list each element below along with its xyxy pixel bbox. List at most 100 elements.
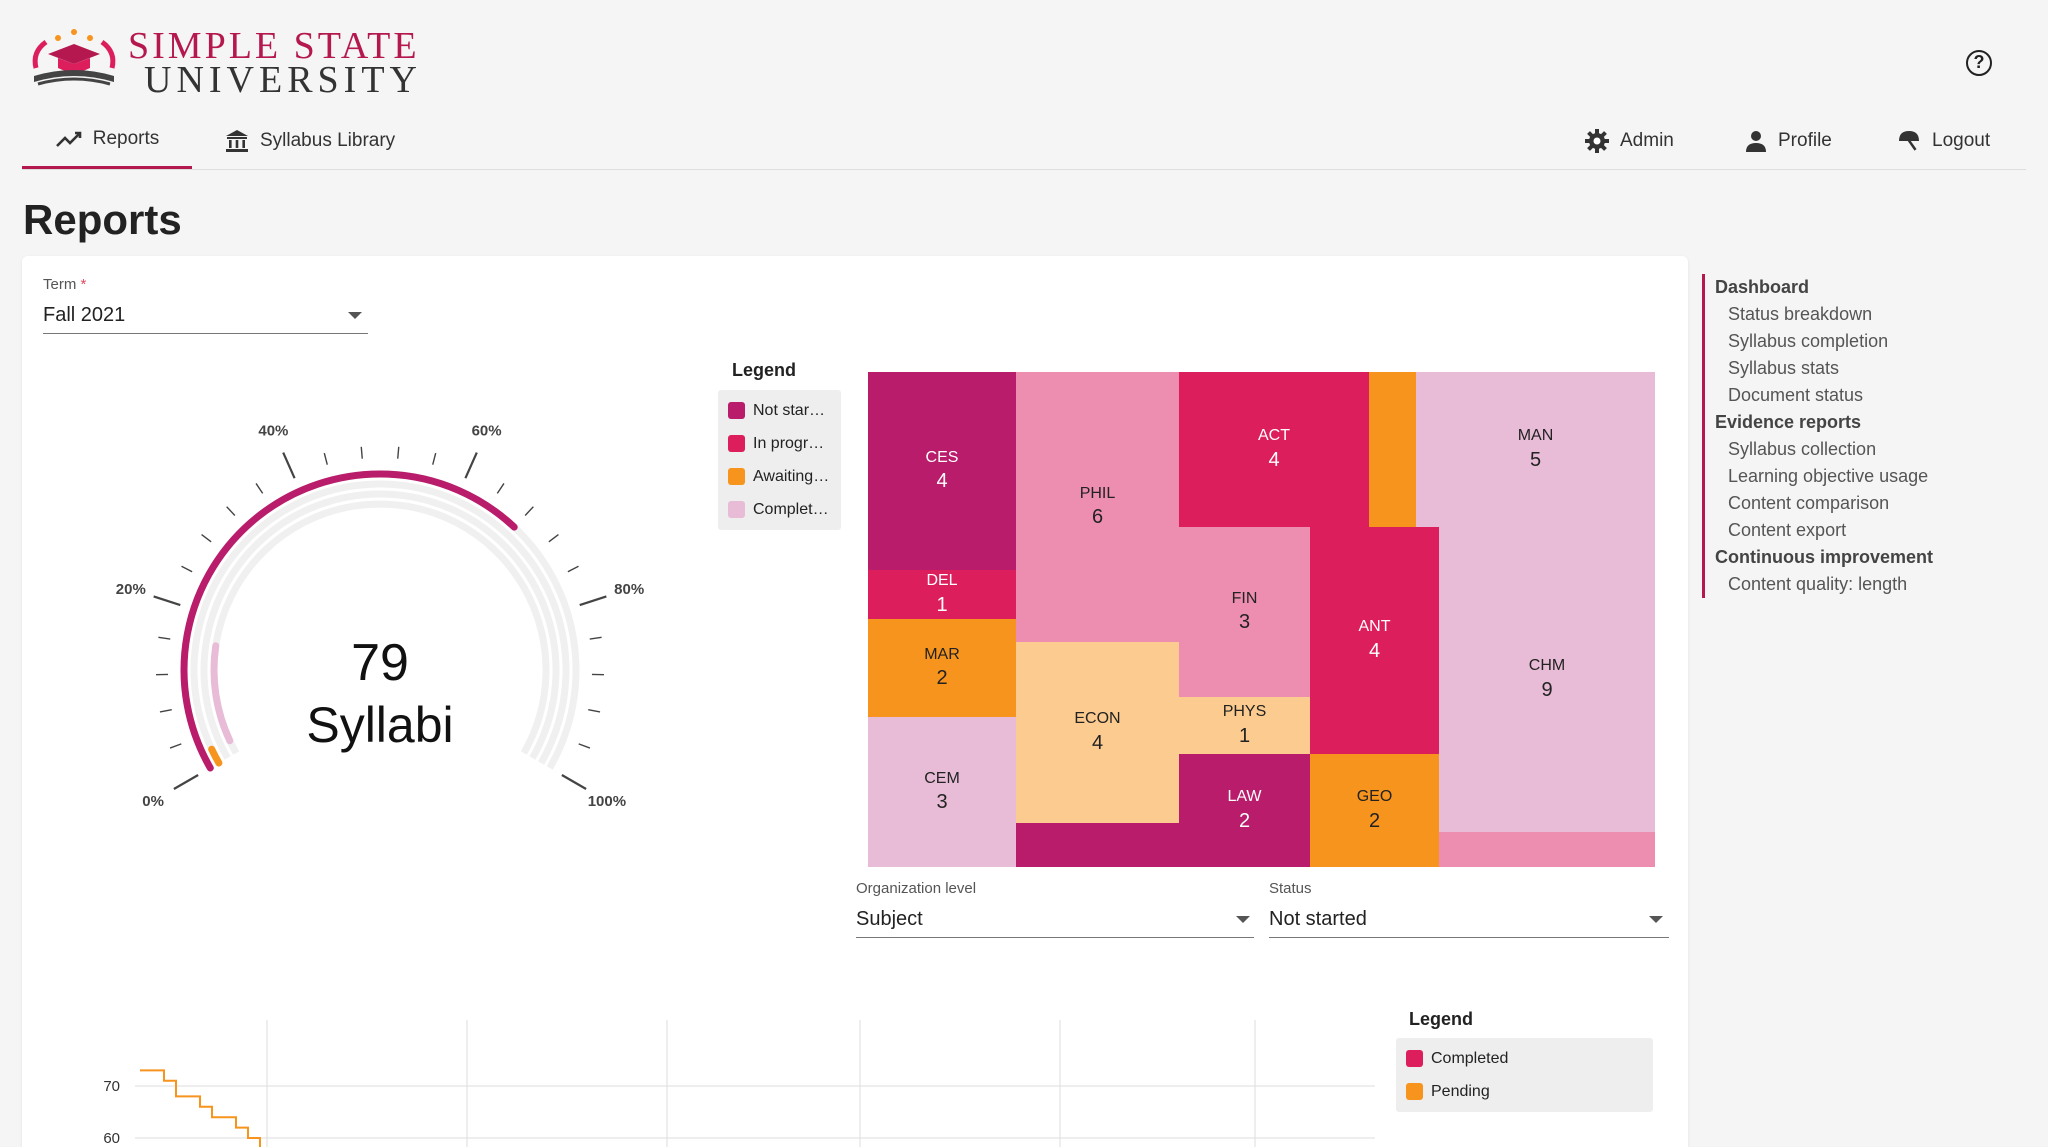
top-navigation: Reports Syllabus Library Admin Profile L… — [22, 112, 2026, 170]
gauge-arc-not-started — [180, 470, 518, 772]
treemap-tile-del[interactable]: DEL 1 — [868, 570, 1016, 619]
gauge-minor-tick — [432, 452, 437, 465]
treemap-tile-unlabeled[interactable] — [1439, 832, 1655, 867]
legend-swatch — [1406, 1050, 1423, 1067]
status-select[interactable]: Not started — [1269, 902, 1669, 938]
treemap-tile-unlabeled[interactable] — [1369, 372, 1416, 527]
gauge-minor-tick — [169, 743, 182, 749]
treemap-tile-man[interactable]: MAN 5 — [1416, 372, 1655, 527]
treemap-tile-chm[interactable]: CHM 9 — [1439, 527, 1655, 832]
tile-count: 3 — [936, 791, 948, 814]
legend-item-in-progress[interactable]: In progr… — [718, 427, 841, 460]
tile-code: CEM — [924, 769, 960, 787]
tile-code: PHIL — [1079, 484, 1116, 502]
legend-label: Awaiting… — [753, 467, 830, 485]
legend-label: In progr… — [753, 434, 825, 452]
legend-item-awaiting[interactable]: Awaiting… — [718, 460, 841, 493]
treemap-tile-phys[interactable]: PHYS 1 — [1179, 697, 1310, 754]
gear-icon — [1585, 128, 1609, 153]
gauge-unit: Syllabi — [306, 697, 453, 753]
gauge-minor-tick — [578, 743, 591, 749]
treemap-tile-ant[interactable]: ANT 4 — [1310, 527, 1439, 754]
gauge-major-tick — [153, 595, 181, 607]
legend-swatch — [1406, 1083, 1423, 1100]
toc-heading-evidence-reports[interactable]: Evidence reports — [1715, 412, 1862, 432]
toc-item-syllabus-collection[interactable]: Syllabus collection — [1728, 439, 1877, 459]
treemap-tile-ces[interactable]: CES 4 — [868, 372, 1016, 570]
admin-button[interactable]: Admin — [1584, 112, 1674, 169]
tile-count: 6 — [1091, 506, 1104, 529]
gauge-minor-tick — [524, 506, 534, 516]
tab-syllabus-library[interactable]: Syllabus Library — [224, 112, 395, 169]
treemap-tile-phil[interactable]: PHIL 6 — [1016, 372, 1179, 642]
gauge-tick-label-60: 60% — [472, 423, 502, 440]
gauge-track — [190, 480, 570, 765]
gauge-arc-awaiting — [208, 745, 223, 767]
treemap-tile-geo[interactable]: GEO 2 — [1310, 754, 1439, 867]
profile-label: Profile — [1778, 129, 1832, 151]
treemap-tile-cem[interactable]: CEM 3 — [868, 717, 1016, 867]
legend-label: Not star… — [753, 401, 826, 419]
tile-count: 2 — [936, 667, 948, 690]
legend-label: Completed — [1431, 1049, 1509, 1067]
toc-item-content-quality-length[interactable]: Content quality: length — [1728, 574, 1908, 594]
toc-item-status-breakdown[interactable]: Status breakdown — [1728, 304, 1873, 324]
toc-heading-continuous-improvement[interactable]: Continuous improvement — [1715, 547, 1934, 567]
treemap-tile-unlabeled[interactable] — [1016, 823, 1179, 867]
page-title: Reports — [23, 196, 182, 243]
toc-heading-dashboard[interactable]: Dashboard — [1715, 277, 1810, 297]
university-logo[interactable]: SIMPLE STATE UNIVERSITY — [28, 24, 428, 101]
treemap-tile-mar[interactable]: MAR 2 — [868, 619, 1016, 717]
status-legend-title: Legend — [732, 360, 797, 380]
chart-legend: Completed Pending — [1396, 1038, 1653, 1112]
logout-button[interactable]: Logout — [1896, 112, 1990, 169]
treemap-tile-econ[interactable]: ECON 4 — [1016, 642, 1179, 823]
gauge-minor-tick — [159, 709, 172, 713]
tab-reports[interactable]: Reports — [22, 112, 192, 169]
chevron-down-icon — [348, 312, 362, 319]
gauge-track — [200, 490, 560, 760]
profile-button[interactable]: Profile — [1744, 112, 1832, 169]
tile-count: 4 — [936, 470, 948, 493]
gauge-minor-tick — [496, 483, 505, 494]
logo-text-bottom: UNIVERSITY — [144, 59, 422, 101]
completion-line-chart: 70 60 — [103, 1020, 1375, 1147]
legend-label: Complet… — [753, 500, 829, 518]
toc-item-learning-objective-usage[interactable]: Learning objective usage — [1728, 466, 1929, 486]
toc-item-syllabus-completion[interactable]: Syllabus completion — [1728, 331, 1889, 351]
legend-item-not-started[interactable]: Not star… — [718, 394, 841, 427]
treemap-tile-act[interactable]: ACT 4 — [1179, 372, 1369, 527]
gauge-minor-tick — [255, 483, 264, 494]
tile-code: ACT — [1258, 427, 1290, 445]
term-field-label: Term * — [43, 276, 86, 293]
gauge-major-tick — [579, 595, 607, 607]
legend-item-pending[interactable]: Pending — [1396, 1075, 1653, 1108]
toc-item-content-export[interactable]: Content export — [1728, 520, 1847, 540]
term-label-text: Term — [43, 276, 77, 293]
tile-count: 3 — [1238, 611, 1251, 634]
gauge-tick-label-100: 100% — [588, 793, 626, 810]
term-select[interactable]: Fall 2021 — [43, 298, 368, 334]
tile-count: 2 — [1368, 809, 1381, 832]
toc-item-syllabus-stats[interactable]: Syllabus stats — [1728, 358, 1840, 378]
gauge-minor-tick — [158, 636, 171, 640]
toc-item-content-comparison[interactable]: Content comparison — [1728, 493, 1890, 513]
organization-level-select[interactable]: Subject — [856, 902, 1254, 938]
tile-code: CHM — [1528, 657, 1566, 675]
help-circle-icon[interactable]: ? — [1966, 50, 1992, 76]
tile-code: MAR — [924, 645, 960, 663]
toc-item-document-status[interactable]: Document status — [1728, 385, 1864, 405]
term-select-value: Fall 2021 — [43, 304, 126, 326]
gauge-major-tick — [282, 452, 296, 479]
legend-item-completed[interactable]: Completed — [1396, 1042, 1653, 1075]
tile-code: GEO — [1356, 788, 1393, 806]
treemap-tile-law[interactable]: LAW 2 — [1179, 754, 1310, 867]
treemap-tile-fin[interactable]: FIN 3 — [1179, 527, 1310, 697]
legend-item-completed[interactable]: Complet… — [718, 493, 841, 526]
logout-icon — [1899, 130, 1919, 151]
organization-level-value: Subject — [856, 908, 923, 930]
tile-code: DEL — [926, 572, 958, 590]
y-tick-label-60: 60 — [103, 1130, 120, 1147]
gauge-arc-in-progress — [210, 642, 234, 745]
gauge-tick-label-80: 80% — [614, 581, 644, 598]
